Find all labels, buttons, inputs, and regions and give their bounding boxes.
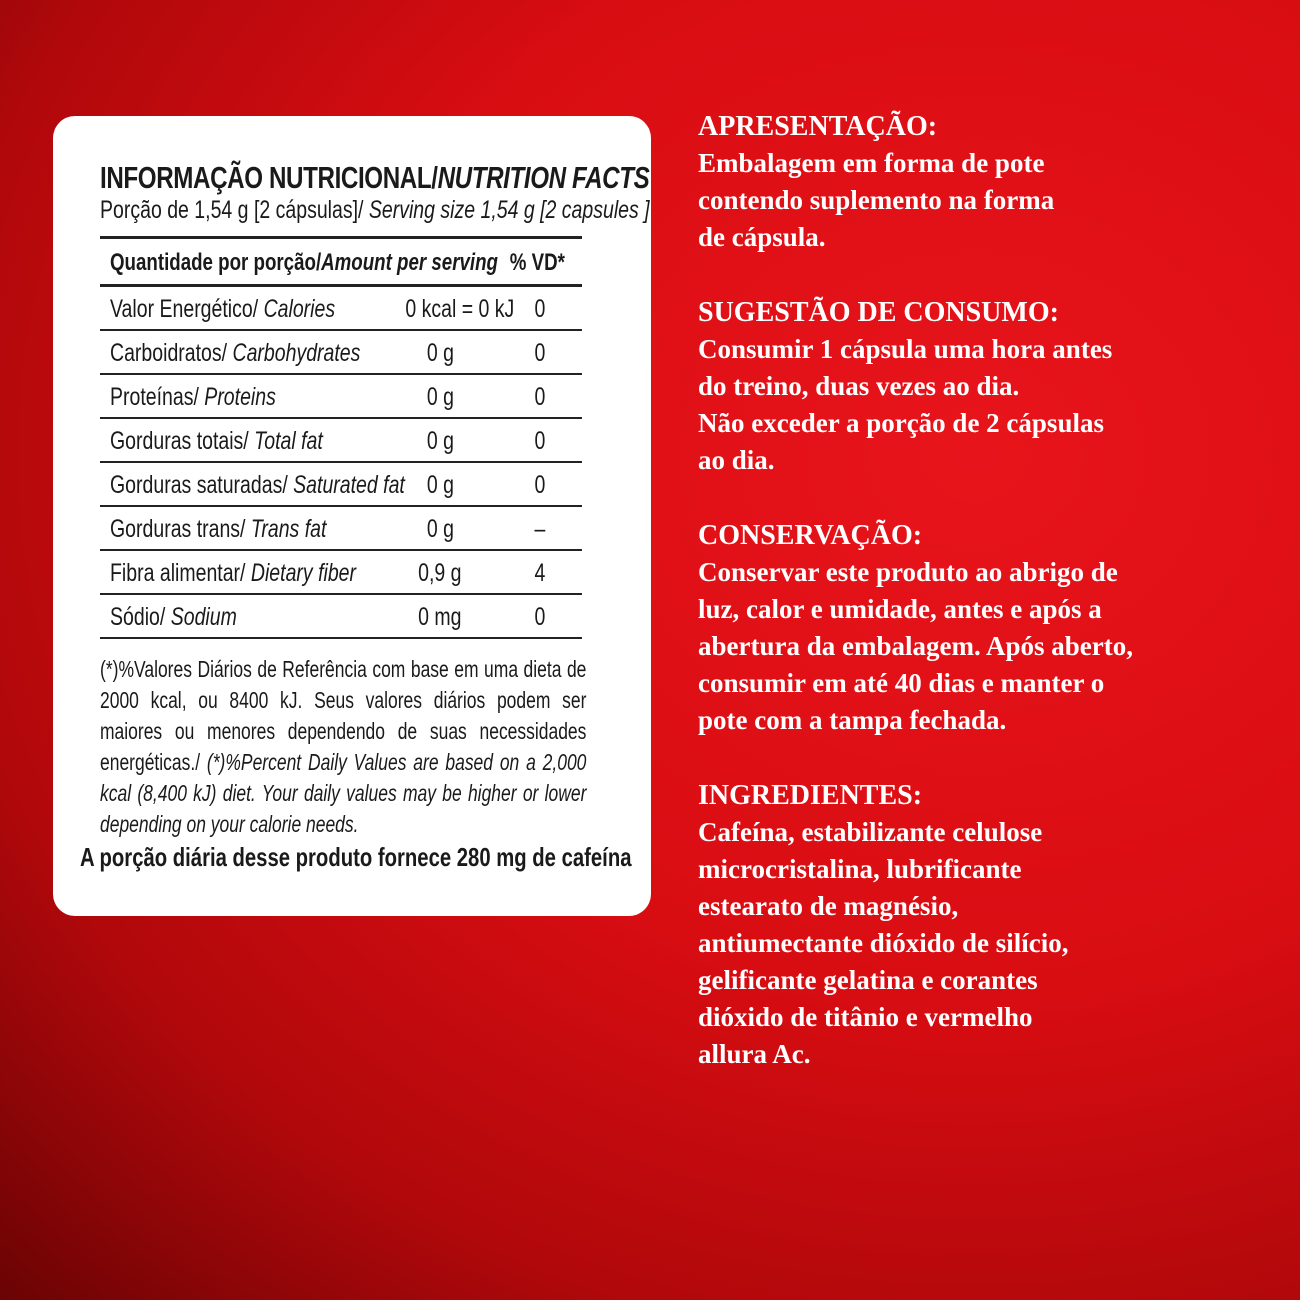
nutrient-vd: 0 bbox=[534, 339, 546, 367]
nutrient-name: Proteínas/ bbox=[110, 383, 205, 411]
nutrient-amount: 0 g bbox=[426, 471, 454, 499]
title-pt: INFORMAÇÃO NUTRICIONAL/ bbox=[100, 160, 438, 195]
section-heading: APRESENTAÇÃO: bbox=[698, 111, 938, 142]
nutrient-name-en: Carbohydrates bbox=[232, 339, 361, 367]
info-section: CONSERVAÇÃO: Conservar este produto ao ab… bbox=[698, 517, 1278, 739]
info-section: INGREDIENTES: Cafeína, estabilizante celu… bbox=[698, 777, 1278, 1073]
table-row: Sódio/ Sodium 0 mg 0 bbox=[100, 595, 582, 639]
nutrient-amount: 0 g bbox=[426, 427, 454, 455]
section-body: Consumir 1 cápsula uma hora antes do tre… bbox=[698, 334, 1113, 475]
nutrient-name-en: Trans fat bbox=[250, 515, 327, 543]
nutrient-vd: 0 bbox=[534, 427, 546, 455]
nutrient-name: Fibra alimentar/ bbox=[110, 559, 251, 587]
table-row: Carboidratos/ Carbohydrates 0 g 0 bbox=[100, 331, 582, 375]
nutrition-facts-card: INFORMAÇÃO NUTRICIONAL/NUTRITION FACTS P… bbox=[53, 116, 651, 916]
nutrient-name-en: Total fat bbox=[254, 427, 323, 455]
nutrient-vd: 0 bbox=[534, 383, 546, 411]
product-info: APRESENTAÇÃO: Embalagem em forma de pote … bbox=[698, 108, 1278, 1111]
table-row: Gorduras totais/ Total fat 0 g 0 bbox=[100, 419, 582, 463]
footnote-pt: (*)%Valores Diários de Referência com ba… bbox=[100, 656, 587, 775]
nutrient-vd: 0 bbox=[534, 603, 546, 631]
section-body: Cafeína, estabilizante celulose microcri… bbox=[698, 817, 1069, 1069]
nutrient-amount: 0 kcal = 0 kJ bbox=[405, 295, 515, 323]
nutrient-name: Gorduras trans/ bbox=[110, 515, 251, 543]
nutrient-name-en: Saturated fat bbox=[293, 471, 405, 499]
nutrient-name: Valor Energético/ bbox=[110, 295, 264, 323]
nutrient-vd: 0 bbox=[534, 471, 546, 499]
nutrient-name-en: Dietary fiber bbox=[250, 559, 357, 587]
footnote: (*)%Valores Diários de Referência com ba… bbox=[100, 654, 586, 840]
table-row: Gorduras saturadas/ Saturated fat 0 g 0 bbox=[100, 463, 582, 507]
caffeine-text: A porção diária desse produto fornece 28… bbox=[80, 842, 632, 872]
table-row: Proteínas/ Proteins 0 g 0 bbox=[100, 375, 582, 419]
section-heading: SUGESTÃO DE CONSUMO: bbox=[698, 297, 1059, 328]
nutrient-amount: 0 mg bbox=[418, 603, 462, 631]
nutrient-name: Sódio/ bbox=[110, 603, 171, 631]
nutrient-name-en: Proteins bbox=[204, 383, 276, 411]
caffeine-note: A porção diária desse produto fornece 28… bbox=[80, 842, 787, 873]
nutrient-amount: 0 g bbox=[426, 383, 454, 411]
nutrient-vd: 0 bbox=[534, 295, 546, 323]
header-vd: % VD* bbox=[509, 249, 565, 276]
info-section: APRESENTAÇÃO: Embalagem em forma de pote … bbox=[698, 108, 1278, 256]
table-row: Valor Energético/ Calories 0 kcal = 0 kJ… bbox=[100, 287, 582, 331]
nutrient-amount: 0 g bbox=[426, 339, 454, 367]
section-body: Embalagem em forma de pote contendo supl… bbox=[698, 148, 1055, 252]
header-pt: Quantidade por porção/ bbox=[110, 249, 322, 276]
nutrient-name-en: Calories bbox=[263, 295, 336, 323]
nutrient-vd: 4 bbox=[534, 559, 546, 587]
section-heading: CONSERVAÇÃO: bbox=[698, 520, 923, 551]
section-body: Conservar este produto ao abrigo de luz,… bbox=[698, 557, 1133, 735]
title-en: NUTRITION FACTS bbox=[437, 160, 650, 195]
nutrient-name: Carboidratos/ bbox=[110, 339, 233, 367]
header-en: Amount per serving bbox=[321, 249, 498, 276]
serving-en: Serving size 1,54 g [2 capsules ] bbox=[368, 196, 650, 224]
table-row: Fibra alimentar/ Dietary fiber 0,9 g 4 bbox=[100, 551, 582, 595]
nutrient-amount: 0,9 g bbox=[418, 559, 462, 587]
serving-size: Porção de 1,54 g [2 cápsulas]/ Serving s… bbox=[100, 196, 805, 225]
info-section: SUGESTÃO DE CONSUMO: Consumir 1 cápsula u… bbox=[698, 294, 1278, 479]
nutrition-table: Quantidade por porção/Amount per serving… bbox=[100, 236, 582, 639]
table-row: Gorduras trans/ Trans fat 0 g – bbox=[100, 507, 582, 551]
serving-pt: Porção de 1,54 g [2 cápsulas]/ bbox=[100, 196, 369, 224]
nutrient-amount: 0 g bbox=[426, 515, 454, 543]
nutrition-title: INFORMAÇÃO NUTRICIONAL/NUTRITION FACTS bbox=[100, 160, 804, 196]
nutrient-name-en: Sodium bbox=[170, 603, 237, 631]
nutrient-name: Gorduras saturadas/ bbox=[110, 471, 294, 499]
nutrient-vd: – bbox=[534, 515, 546, 543]
section-heading: INGREDIENTES: bbox=[698, 780, 923, 811]
footnote-en: (*)%Percent Daily Values are based on a … bbox=[100, 749, 587, 837]
table-header: Quantidade por porção/Amount per serving… bbox=[100, 236, 582, 287]
nutrient-name: Gorduras totais/ bbox=[110, 427, 255, 455]
